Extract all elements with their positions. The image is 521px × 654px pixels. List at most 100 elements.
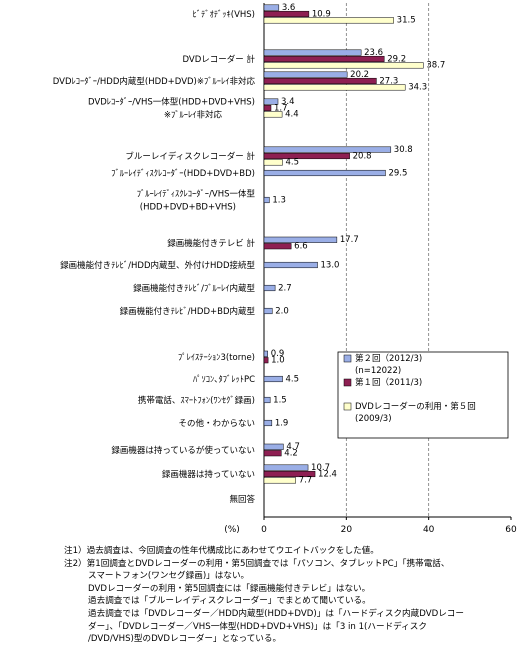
data-label: 30.8 bbox=[394, 145, 413, 155]
footnote-line: 注2）第1回調査とDVDレコーダーの利用・第5回調査では「パソコン、タブレットP… bbox=[64, 558, 450, 569]
bar bbox=[263, 307, 273, 315]
data-label: 17.7 bbox=[340, 235, 359, 245]
bar bbox=[263, 77, 377, 85]
bar bbox=[263, 10, 310, 18]
bar bbox=[263, 84, 406, 91]
data-label: 4.5 bbox=[286, 158, 300, 168]
x-tick-label: 0 bbox=[261, 525, 267, 535]
data-label: 20.2 bbox=[350, 70, 369, 80]
legend-box bbox=[337, 351, 509, 439]
bar bbox=[263, 62, 424, 69]
bar bbox=[263, 470, 316, 478]
bar bbox=[263, 17, 394, 24]
bar bbox=[263, 55, 385, 63]
data-label: 7.7 bbox=[299, 476, 313, 486]
bar bbox=[263, 104, 272, 112]
legend-swatch bbox=[343, 354, 352, 363]
bar bbox=[263, 4, 280, 11]
bar bbox=[263, 243, 292, 250]
x-tick-label: 40 bbox=[423, 525, 435, 535]
data-label: 3.4 bbox=[281, 97, 295, 107]
data-label: 4.7 bbox=[286, 442, 300, 452]
data-label: 10.7 bbox=[311, 463, 330, 473]
footnote-line: スマートフォン(ワンセグ録画)」はない。 bbox=[88, 571, 250, 582]
category-label: ブルーレイディスクレコーダー 計 bbox=[125, 151, 255, 162]
data-label: 3.6 bbox=[282, 3, 296, 13]
bar bbox=[263, 396, 271, 404]
footnote-line: 過去調査では「ブルーレイディスクレコーダー」でまとめて聞いている。 bbox=[88, 596, 371, 607]
data-label: 1.9 bbox=[275, 418, 289, 428]
bar bbox=[263, 98, 279, 105]
bar bbox=[263, 111, 283, 118]
x-tick-label: 20 bbox=[341, 525, 353, 535]
category-label: ﾌﾞﾙｰﾚｲﾃﾞｨｽｸﾚｺｰﾀﾞｰ(HDD+DVD+BD) bbox=[111, 169, 255, 179]
legend-label: (n=12022) bbox=[355, 366, 401, 376]
data-label: 29.5 bbox=[388, 168, 407, 178]
data-label: 0.9 bbox=[271, 349, 285, 359]
data-label: 4.5 bbox=[286, 374, 300, 384]
category-label: 無回答 bbox=[229, 494, 255, 505]
data-label: 6.6 bbox=[294, 242, 308, 252]
bar bbox=[263, 49, 362, 56]
category-label: ﾋﾞﾃﾞｵﾃﾞｯｷ(VHS) bbox=[193, 10, 256, 20]
bar bbox=[263, 350, 268, 357]
footnote-line: DVDレコーダーの利用・第5回調査には「録画機能付きテレビ」はない。 bbox=[88, 583, 371, 594]
category-label: DVDレコーダー 計 bbox=[183, 54, 256, 65]
footnote-line: 過去調査では「DVDレコーダー／HDD内蔵型(HDD+DVD)」は「ハードディス… bbox=[88, 608, 464, 619]
data-label: 2.0 bbox=[275, 306, 289, 316]
category-label: 録画機器は持っていない bbox=[162, 469, 255, 480]
legend-label: 第２回（2012/3) bbox=[355, 353, 422, 364]
footnote-line: /DVD/VHS)型のDVDレコーダー」となっている。 bbox=[88, 634, 282, 645]
category-label: ﾌﾞﾙｰﾚｲﾃﾞｨｽｸﾚｺｰﾀﾞｰ/VHS一体型 bbox=[137, 189, 256, 200]
bar bbox=[263, 159, 283, 166]
category-label: 録画機能付きﾃﾚﾋﾞ/HDD+BD内蔵型 bbox=[120, 306, 256, 317]
bar bbox=[263, 375, 283, 383]
category-label: 録画機能付きﾃﾚﾋﾞ/ﾌﾞﾙｰﾚｲ内蔵型 bbox=[133, 283, 255, 294]
category-label: 録画機器は持っているが使っていない bbox=[111, 445, 255, 456]
legend-label: (2009/3) bbox=[355, 414, 392, 424]
data-label: 12.4 bbox=[318, 469, 337, 479]
bar bbox=[263, 419, 273, 427]
bar bbox=[263, 284, 276, 292]
data-label: 23.6 bbox=[364, 48, 383, 58]
data-label: 1.7 bbox=[274, 103, 288, 113]
data-label: 34.3 bbox=[408, 83, 427, 93]
bar bbox=[263, 169, 386, 177]
bar bbox=[263, 357, 269, 364]
category-label: DVDﾚｺｰﾀﾞｰ/HDD内蔵型(HDD+DVD)※ﾌﾞﾙｰﾚｲ非対応 bbox=[53, 76, 256, 87]
bar bbox=[263, 236, 338, 243]
data-label: 10.9 bbox=[312, 9, 331, 19]
footnote-line: 注1）過去調査は、今回調査の性年代構成比にあわせてウエイトバックをした値。 bbox=[64, 546, 379, 556]
category-label: (HDD+DVD+BD+VHS) bbox=[140, 203, 236, 213]
category-label: ﾊﾟｿｺﾝ､ﾀﾌﾞﾚｯﾄPC bbox=[193, 375, 255, 385]
bar bbox=[263, 261, 318, 269]
category-label: 録画機能付きテレビ 計 bbox=[167, 238, 255, 249]
data-label: 29.2 bbox=[387, 54, 406, 64]
category-label: ※ﾌﾞﾙｰﾚｲ非対応 bbox=[164, 110, 223, 121]
x-tick-label: 60 bbox=[505, 525, 517, 535]
data-label: 4.4 bbox=[285, 110, 299, 120]
data-label: 31.5 bbox=[397, 16, 416, 26]
data-label: 38.7 bbox=[426, 61, 445, 71]
data-label: 27.3 bbox=[379, 76, 398, 86]
legend-swatch bbox=[343, 402, 352, 411]
data-label: 1.0 bbox=[271, 356, 285, 366]
category-label: DVDﾚｺｰﾀﾞｰ/VHS一体型(HDD+DVD+VHS) bbox=[88, 97, 255, 108]
legend-label: 第１回（2011/3) bbox=[355, 377, 422, 388]
bar bbox=[263, 146, 392, 153]
bar bbox=[263, 152, 350, 160]
category-label: ﾌﾟﾚｲｽﾃｰｼｮﾝ3(torne) bbox=[178, 353, 255, 363]
data-label: 4.2 bbox=[284, 449, 298, 459]
category-label: その他・わからない bbox=[178, 418, 255, 429]
bar bbox=[263, 464, 309, 471]
bar bbox=[263, 450, 282, 457]
category-label: 録画機能付きﾃﾚﾋﾞ/HDD内蔵型、外付けHDD接続型 bbox=[60, 260, 255, 271]
category-label: 携帯電話、ｽﾏｰﾄﾌｫﾝ(ﾜﾝｾｸﾞ録画) bbox=[138, 395, 255, 406]
data-label: 1.5 bbox=[273, 395, 287, 405]
bar bbox=[263, 443, 284, 450]
data-label: 20.8 bbox=[353, 151, 372, 161]
x-axis-label: (%) bbox=[224, 525, 240, 535]
bar bbox=[263, 477, 296, 484]
footnotes: 注1）過去調査は、今回調査の性年代構成比にあわせてウエイトバックをした値。 注2… bbox=[64, 545, 519, 646]
footnote-line: ダー」、「DVDレコーダー／VHS一体型(HDD+DVD+VHS)」は「3 in… bbox=[88, 621, 427, 632]
